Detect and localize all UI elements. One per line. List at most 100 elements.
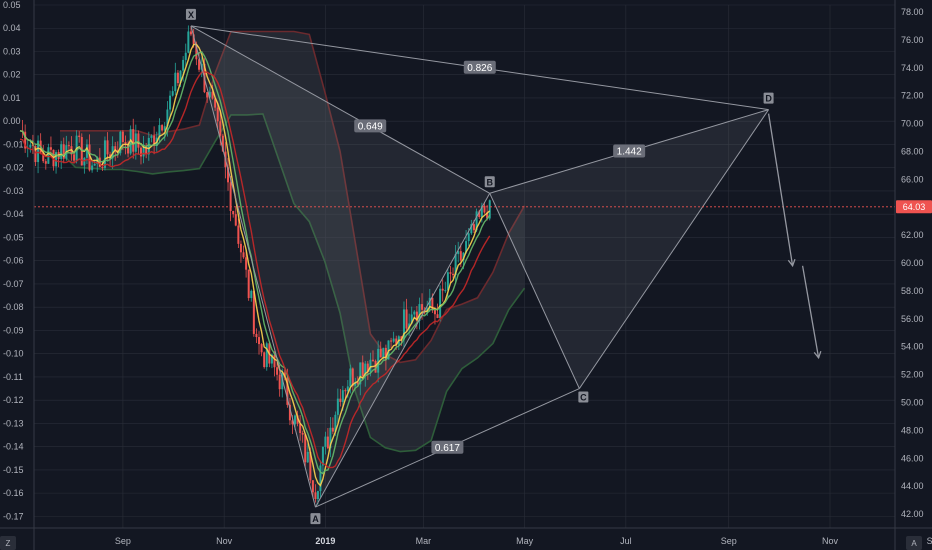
candle-body <box>171 91 174 96</box>
pattern-point-box <box>484 176 495 188</box>
candle-body <box>462 252 465 261</box>
ratio-label: 0.826 <box>463 60 496 74</box>
left-tick-label: 0.05 <box>3 0 21 10</box>
zoom-toggle-button[interactable]: Z <box>0 536 16 550</box>
projection-arrow-2-head <box>813 351 822 360</box>
moving-averages <box>19 43 491 487</box>
candle-body <box>314 492 317 499</box>
right-axis[interactable]: 78.0076.0074.0072.0070.0068.0066.0064.00… <box>894 0 924 550</box>
candle-body <box>163 126 166 131</box>
candle-body <box>263 352 266 368</box>
svg-text:64.03: 64.03 <box>903 202 926 212</box>
time-tick-label: S <box>927 536 932 546</box>
left-axis[interactable]: 0.05 0.04 0.03 0.02 0.01 0.00 -0.01 -0.02 -0.03 -… <box>3 0 35 550</box>
pattern-point-box <box>185 8 196 20</box>
pattern-point-label: B <box>484 176 495 188</box>
time-axis[interactable]: Sep Nov 2019 Mar May Jul Sep Nov S <box>0 527 932 546</box>
candle-body <box>158 125 161 138</box>
right-tick-label: 52.00 <box>901 370 924 380</box>
left-tick-label: -0.17 <box>3 511 24 521</box>
candle-body <box>316 491 319 499</box>
moving-average-line-2 <box>19 51 491 475</box>
left-tick-label: -0.16 <box>3 488 24 498</box>
auto-scale-button[interactable]: A <box>906 536 922 550</box>
candle-body <box>465 241 468 253</box>
candle-body <box>179 70 182 84</box>
pattern-point-label: X <box>185 8 196 20</box>
left-tick-label: 0.02 <box>3 70 21 80</box>
left-tick-label: -0.02 <box>3 163 24 173</box>
candle-body <box>147 137 150 155</box>
candle-body <box>446 272 449 291</box>
candle-body <box>91 165 94 171</box>
right-tick-label: 68.00 <box>901 146 924 156</box>
right-tick-label: 66.00 <box>901 174 924 184</box>
candle-body <box>93 163 96 166</box>
candle-body <box>392 338 395 342</box>
ratio-label: 0.649 <box>354 119 387 133</box>
candle-body <box>258 337 261 345</box>
leg-cd <box>578 109 769 389</box>
moving-average-line-1 <box>19 43 491 487</box>
candle-body <box>145 146 148 155</box>
candle-body <box>44 161 47 164</box>
pattern-point-box <box>310 513 321 525</box>
candle-body <box>334 414 337 432</box>
candle-body <box>60 144 63 159</box>
candle-body <box>486 212 489 219</box>
left-tick-label: -0.15 <box>3 465 24 475</box>
candle-body <box>294 415 297 425</box>
candle-body <box>106 140 109 155</box>
candle-body <box>278 374 281 390</box>
candle-body <box>441 288 444 291</box>
candle-body <box>384 347 387 360</box>
time-tick-label: Sep <box>115 536 131 546</box>
candle-body <box>252 290 255 334</box>
candle-body <box>379 348 382 358</box>
candle-body <box>239 243 242 253</box>
candle-body <box>321 446 324 466</box>
candle-body <box>227 167 230 183</box>
candle-body <box>306 451 309 463</box>
candle-body <box>339 398 342 402</box>
candle-body <box>374 360 377 373</box>
candle-body <box>475 211 478 231</box>
pattern-fill <box>191 25 769 508</box>
candle-body <box>366 363 369 372</box>
right-tick-label: 74.00 <box>901 63 924 73</box>
candle-body <box>166 109 169 127</box>
pattern-triangle-bcd <box>489 109 769 389</box>
candle-body <box>421 304 424 310</box>
candle-body <box>304 434 307 463</box>
candle-body <box>459 251 462 261</box>
candle-body <box>457 251 460 255</box>
moving-average-line-3 <box>19 71 491 469</box>
ratio-label-text: 1.442 <box>617 146 642 157</box>
right-tick-label: 70.00 <box>901 119 924 129</box>
candle-body <box>387 340 390 360</box>
candle-body <box>103 140 106 168</box>
candle-body <box>232 210 235 215</box>
candle-body <box>182 59 185 71</box>
candle-body <box>247 269 250 299</box>
time-tick-label: Nov <box>822 536 839 546</box>
candle-body <box>237 225 240 244</box>
candle-body <box>234 214 237 226</box>
candle-body <box>273 354 276 368</box>
candle-body <box>431 297 434 311</box>
candle-body <box>62 144 65 159</box>
candle-body <box>119 131 122 154</box>
candle-body <box>49 147 52 150</box>
left-tick-label: -0.14 <box>3 442 24 452</box>
candle-body <box>336 398 339 415</box>
candle-body <box>214 98 217 108</box>
candle-body <box>452 273 455 276</box>
candle-body <box>478 211 481 218</box>
candle-body <box>150 135 153 138</box>
left-tick-label: -0.04 <box>3 209 24 219</box>
candle-body <box>270 354 273 364</box>
right-tick-label: 42.00 <box>901 509 924 519</box>
right-tick-label: 46.00 <box>901 453 924 463</box>
candle-body <box>369 359 372 372</box>
